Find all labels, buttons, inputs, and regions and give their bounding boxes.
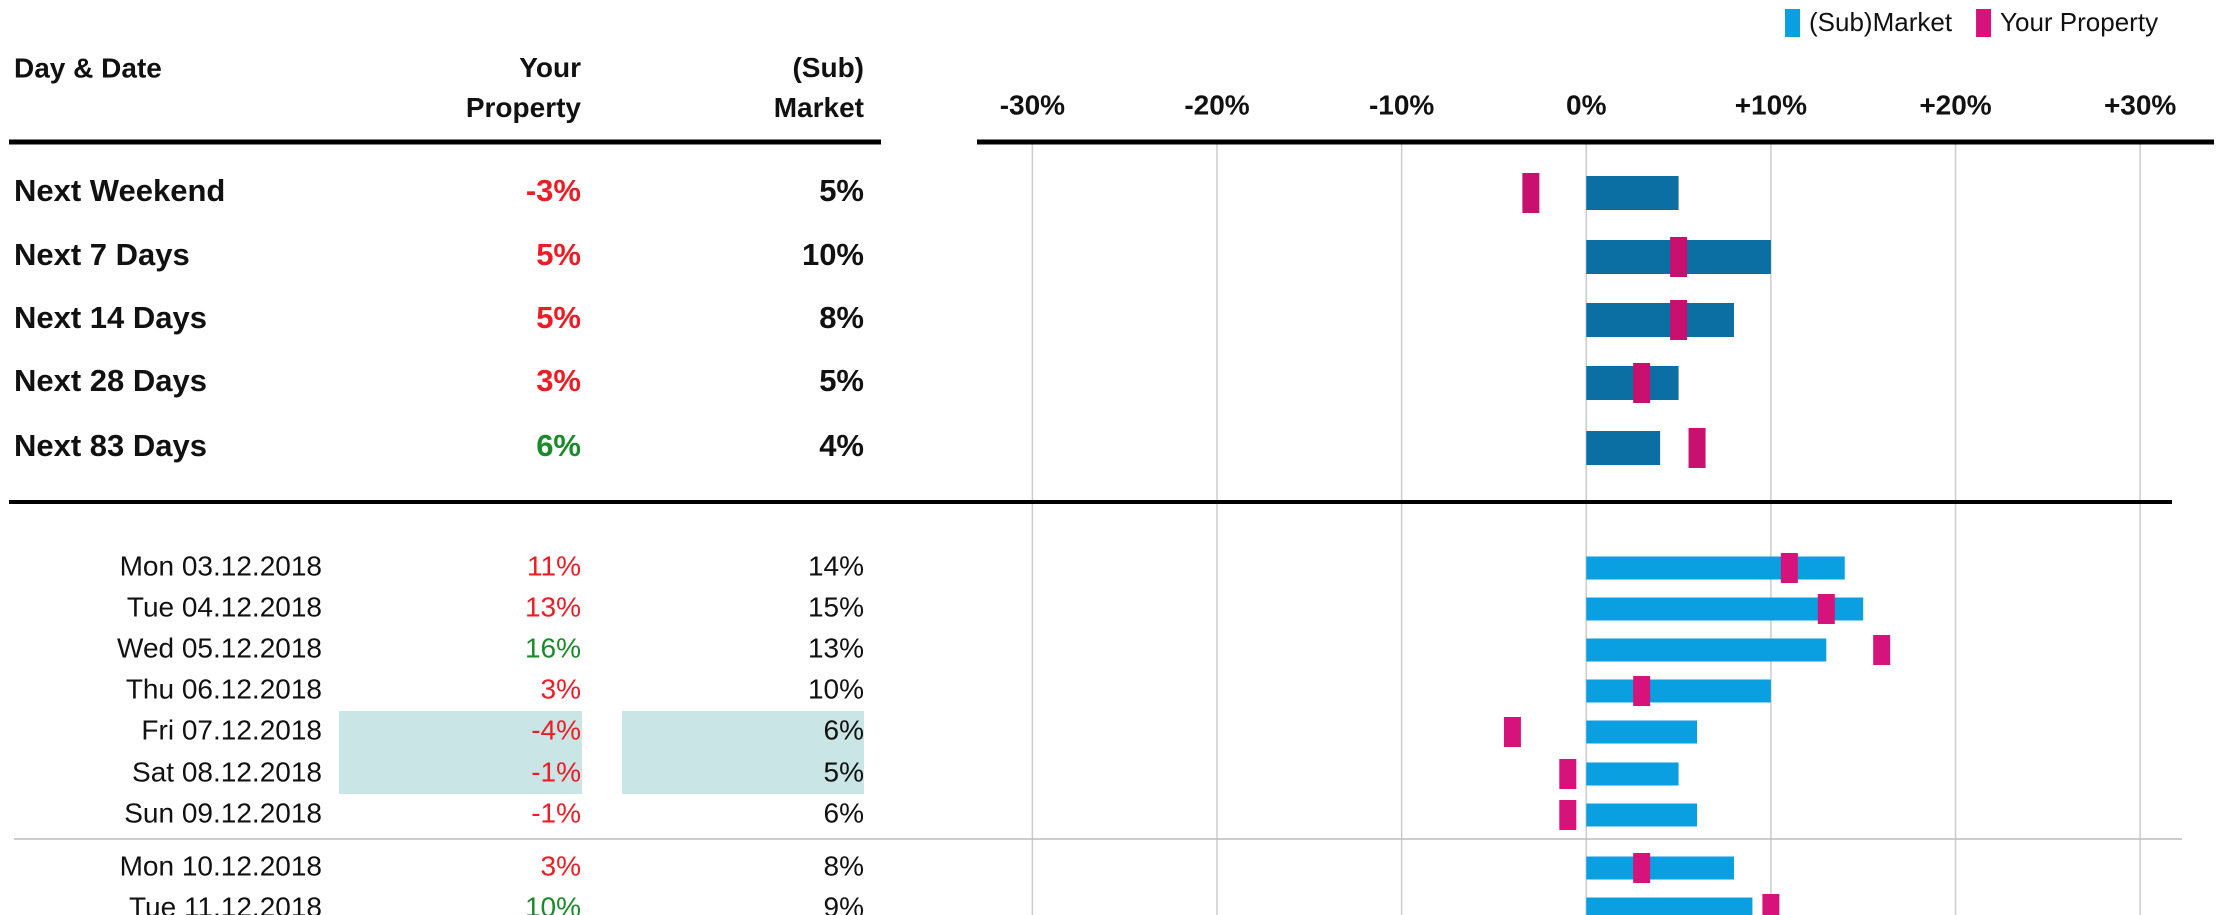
market-bar — [1586, 556, 1845, 580]
market-value: 8% — [819, 300, 864, 335]
property-marker — [1633, 853, 1651, 883]
property-marker — [1688, 428, 1706, 468]
row-label: Wed 05.12.2018 — [117, 632, 322, 663]
x-tick-label: +10% — [1735, 89, 1807, 120]
row-label: Sun 09.12.2018 — [124, 797, 322, 828]
row-label: Tue 11.12.2018 — [129, 891, 322, 915]
property-marker — [1503, 717, 1521, 747]
property-value: 5% — [536, 237, 581, 272]
market-bar — [1586, 897, 1753, 915]
market-value: 14% — [808, 550, 864, 581]
property-marker — [1633, 363, 1651, 403]
legend-label: (Sub)Market — [1809, 7, 1953, 37]
market-bar — [1586, 431, 1661, 465]
property-marker — [1670, 300, 1688, 340]
legend-label: Your Property — [2000, 7, 2158, 37]
property-value: -1% — [531, 797, 581, 828]
x-tick-label: +30% — [2104, 89, 2176, 120]
row-label: Mon 03.12.2018 — [120, 550, 322, 581]
market-bar — [1586, 720, 1698, 744]
property-marker — [1522, 173, 1540, 213]
column-header: (Sub) Market — [774, 52, 864, 123]
x-tick-label: -20% — [1184, 89, 1249, 120]
legend-swatch — [1976, 9, 1992, 37]
row-label: Mon 10.12.2018 — [120, 850, 322, 881]
property-marker — [1559, 800, 1577, 830]
market-value: 8% — [824, 850, 864, 881]
row-label: Next 7 Days — [14, 237, 190, 272]
market-value: 6% — [824, 714, 864, 745]
row-label: Next 14 Days — [14, 300, 207, 335]
market-bar — [1586, 856, 1734, 880]
market-value: 15% — [808, 591, 864, 622]
market-bar — [1586, 303, 1734, 337]
property-marker — [1873, 635, 1891, 665]
market-bar — [1586, 366, 1679, 400]
market-value: 13% — [808, 632, 864, 663]
property-marker — [1780, 553, 1798, 583]
row-label: Next 28 Days — [14, 363, 207, 398]
market-value: 4% — [819, 428, 864, 463]
row-label: Next 83 Days — [14, 428, 207, 463]
row-label: Next Weekend — [14, 173, 225, 208]
market-value: 5% — [819, 363, 864, 398]
market-bar — [1586, 803, 1698, 827]
market-value: 9% — [824, 891, 864, 915]
market-bar — [1586, 679, 1771, 703]
property-value: 10% — [525, 891, 581, 915]
row-label: Fri 07.12.2018 — [141, 714, 322, 745]
market-bar — [1586, 176, 1679, 210]
market-bar — [1586, 597, 1864, 621]
highlight — [339, 711, 582, 794]
row-label: Tue 04.12.2018 — [127, 591, 322, 622]
market-value: 10% — [802, 237, 864, 272]
property-value: 3% — [541, 850, 581, 881]
property-value: 11% — [527, 550, 581, 581]
highlight — [622, 711, 864, 794]
row-label: Thu 06.12.2018 — [126, 673, 322, 704]
property-value: 3% — [541, 673, 581, 704]
x-tick-label: -10% — [1369, 89, 1434, 120]
property-value: -3% — [526, 173, 581, 208]
property-marker — [1633, 676, 1651, 706]
market-value: 5% — [819, 173, 864, 208]
property-value: -4% — [531, 714, 581, 745]
market-value: 10% — [808, 673, 864, 704]
legend-swatch — [1785, 9, 1800, 37]
property-value: 16% — [525, 632, 581, 663]
property-value: 5% — [536, 300, 581, 335]
property-value: 6% — [536, 428, 581, 463]
property-value: -1% — [531, 756, 581, 787]
column-header: Your Property — [466, 52, 582, 123]
property-marker — [1670, 237, 1688, 277]
property-marker — [1559, 759, 1577, 789]
market-value: 6% — [824, 797, 864, 828]
x-tick-label: +20% — [1919, 89, 1991, 120]
market-bar — [1586, 638, 1827, 662]
property-marker — [1762, 894, 1780, 915]
market-value: 5% — [824, 756, 864, 787]
property-marker — [1817, 594, 1835, 624]
market-bar — [1586, 762, 1679, 786]
property-value: 13% — [525, 591, 581, 622]
row-label: Sat 08.12.2018 — [132, 756, 322, 787]
column-header: Day & Date — [14, 52, 162, 83]
x-tick-label: 0% — [1566, 89, 1607, 120]
x-tick-label: -30% — [1000, 89, 1065, 120]
property-value: 3% — [536, 363, 581, 398]
